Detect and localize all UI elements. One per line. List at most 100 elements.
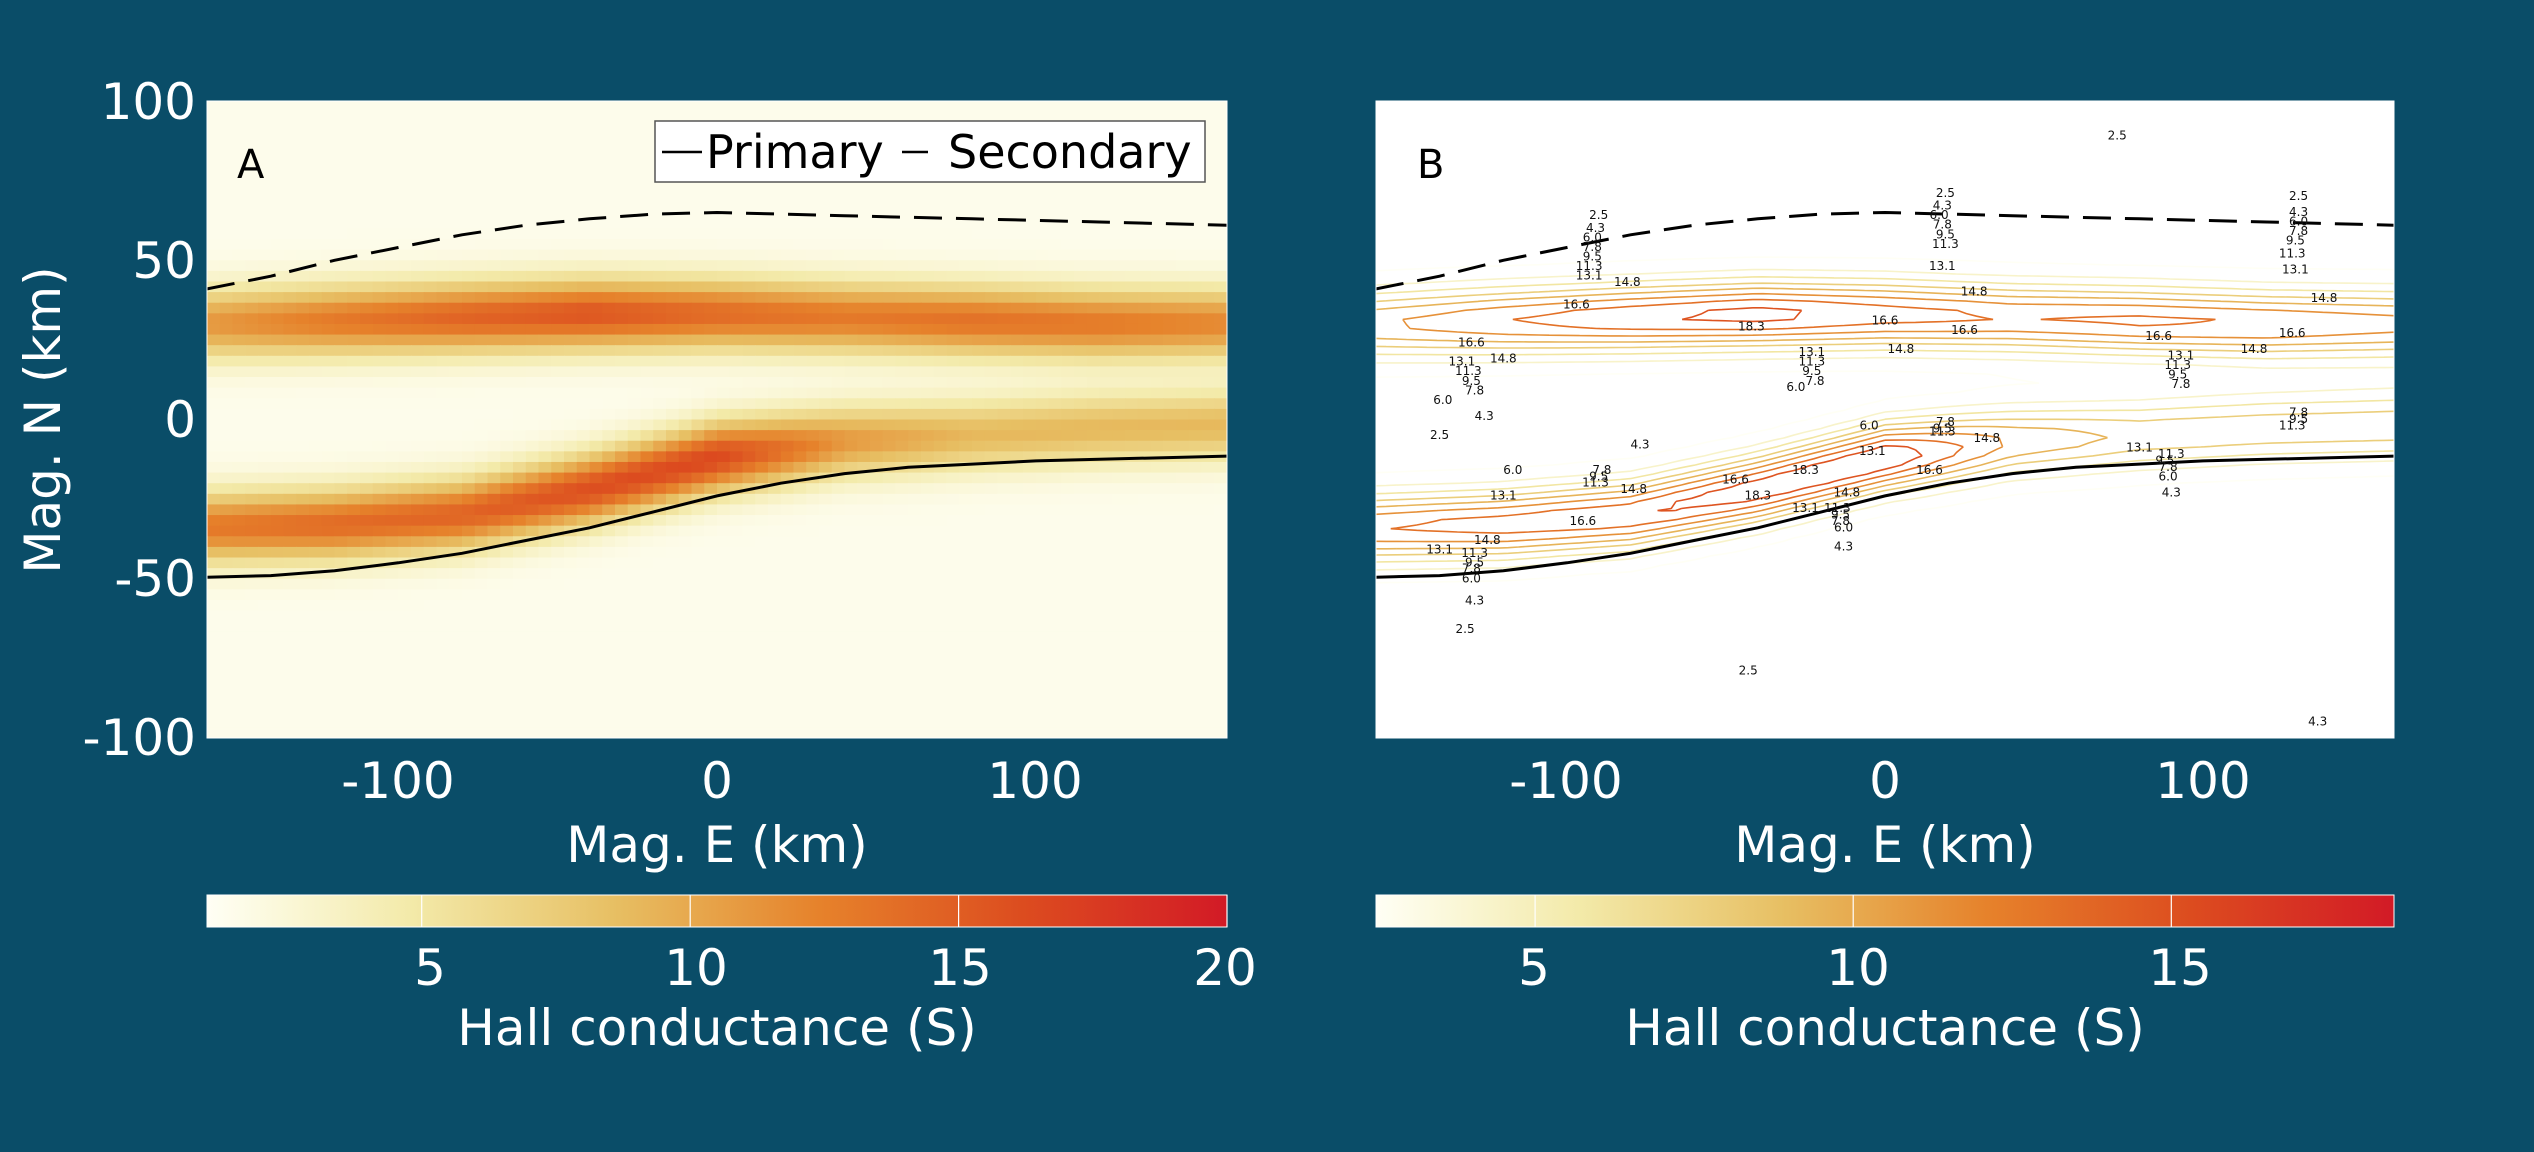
heatmap-cell [1048,207,1062,219]
heatmap-cell [283,366,297,378]
heatmap-cell [717,536,731,548]
heatmap-cell [1201,345,1215,357]
colorbar-tick-label: 20 [1193,939,1257,997]
heatmap-cell [1137,430,1152,442]
heatmap-cell [793,302,807,314]
heatmap-cell [933,546,948,559]
heatmap-cell [1048,727,1062,738]
heatmap-cell [780,515,795,527]
heatmap-cell [1188,674,1203,686]
heatmap-cell [334,207,348,219]
heatmap-cell [806,217,820,229]
heatmap-cell [474,196,489,208]
heatmap-cell [678,483,693,495]
heatmap-cell [423,239,438,251]
heatmap-cell [1188,228,1203,240]
heatmap-cell [819,366,833,378]
heatmap-cell [1074,440,1088,452]
heatmap-cell [793,642,807,654]
heatmap-cell [436,599,450,612]
heatmap-cell [831,515,846,527]
heatmap-cell [653,621,667,633]
heatmap-cell [882,249,897,261]
heatmap-cell [933,663,948,675]
heatmap-cell [411,461,425,474]
heatmap-cell [1061,653,1075,665]
heatmap-cell [321,568,336,580]
heatmap-cell [908,631,922,644]
heatmap-cell [717,727,731,738]
heatmap-cell [1035,653,1050,665]
heatmap-cell [487,684,501,697]
heatmap-cell [640,185,654,198]
heatmap-cell [742,398,756,410]
heatmap-cell [819,260,833,272]
heatmap-cell [232,684,246,697]
heatmap-cell [691,706,705,718]
heatmap-cell [1214,270,1227,283]
heatmap-cell [882,568,897,580]
heatmap-cell [372,292,387,304]
heatmap-cell [474,281,489,293]
heatmap-cell [525,610,540,622]
heatmap-cell [972,483,986,495]
heatmap-cell [449,302,463,314]
heatmap-cell [513,249,527,261]
heatmap-cell [984,451,999,463]
heatmap-cell [704,483,718,495]
heatmap-cell [474,355,489,368]
heatmap-cell [933,568,948,580]
heatmap-cell [334,557,348,569]
heatmap-cell [1163,101,1177,113]
heatmap-cell [704,631,718,644]
heatmap-cell [653,610,667,622]
heatmap-cell [844,653,858,665]
heatmap-cell [436,111,450,123]
heatmap-cell [653,642,667,654]
heatmap-cell [755,260,769,272]
heatmap-cell [398,525,412,537]
heatmap-cell [551,239,565,251]
heatmap-cell [1150,599,1164,612]
heatmap-cell [768,451,782,463]
heatmap-cell [296,578,310,590]
heatmap-cell [1086,568,1101,580]
heatmap-cell [487,472,501,484]
heatmap-cell [372,185,387,198]
heatmap-cell [564,515,578,527]
heatmap-cell [347,175,361,187]
heatmap-cell [882,483,897,495]
heatmap-cell [755,440,769,452]
heatmap-cell [334,472,348,484]
heatmap-cell [1074,281,1088,293]
heatmap-cell [589,557,603,569]
heatmap-cell [666,716,680,728]
heatmap-cell [627,663,642,675]
heatmap-cell [1188,345,1203,357]
contour-label: 4.3 [2308,715,2327,729]
heatmap-cell [1163,706,1177,718]
heatmap-cell [258,674,272,686]
heatmap-cell [755,483,769,495]
heatmap-cell [283,270,297,283]
heatmap-cell [1086,196,1101,208]
heatmap-cell [232,313,246,325]
heatmap-cell [691,270,705,283]
heatmap-cell [602,621,616,633]
heatmap-cell [844,366,858,378]
heatmap-cell [806,493,820,506]
heatmap-cell [972,228,986,240]
heatmap-cell [780,239,795,251]
heatmap-cell [1023,684,1037,697]
heatmap-cell [806,111,820,123]
heatmap-cell [1048,366,1062,378]
heatmap-cell [398,461,412,474]
heatmap-cell [372,228,387,240]
heatmap-cell [232,653,246,665]
heatmap-cell [245,143,259,155]
heatmap-cell [844,536,858,548]
colorbar-a: 5 10 15 20 Hall conductance (S) [206,894,1257,1057]
heatmap-cell [1188,578,1203,590]
heatmap-cell [513,196,527,208]
heatmap-cell [1150,621,1164,633]
